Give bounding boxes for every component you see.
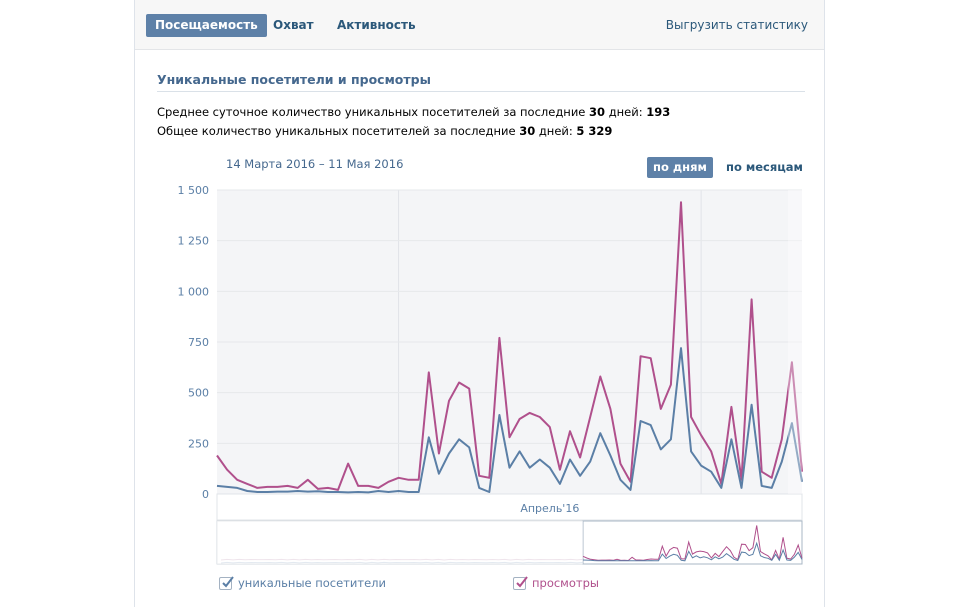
y-tick-label: 750	[188, 336, 209, 349]
series-line-visitors	[216, 347, 803, 494]
avg-daily-value: 193	[646, 105, 671, 119]
y-tick-label: 0	[202, 488, 209, 501]
tab-reach[interactable]: Охват	[273, 18, 314, 32]
legend-views-label: просмотры	[532, 576, 599, 590]
by-months-button[interactable]: по месяцам	[726, 160, 803, 174]
avg-daily-days: 30	[589, 105, 606, 119]
navigator-line-visitors	[582, 541, 803, 562]
export-statistics-link[interactable]: Выгрузить статистику	[665, 18, 808, 32]
total-text: Общее количество уникальных посетителей …	[157, 124, 520, 138]
section-divider	[157, 91, 805, 92]
visitors-checkbox[interactable]	[219, 576, 234, 590]
tab-attendance[interactable]: Посещаемость	[146, 14, 267, 37]
line-chart[interactable]: 0 250 500 750 1 000 1 250 1 500 Апрель'16	[135, 0, 824, 607]
y-tick-label: 250	[188, 437, 209, 450]
navigator-history-visitors	[220, 561, 584, 564]
avg-daily-text: Среднее суточное количество уникальных п…	[157, 105, 590, 119]
legend-visitors-label: уникальные посетители	[238, 576, 386, 590]
total-visitors-line: Общее количество уникальных посетителей …	[157, 124, 612, 138]
y-tick-label: 1 000	[178, 285, 210, 298]
total-days: 30	[519, 124, 536, 138]
views-checkbox[interactable]	[513, 576, 528, 590]
avg-daily-visitors-line: Среднее суточное количество уникальных п…	[157, 105, 670, 119]
avg-daily-middle: дней:	[605, 105, 647, 119]
x-axis-band	[216, 493, 803, 521]
y-tick-label: 500	[188, 387, 209, 400]
total-middle: дней:	[535, 124, 577, 138]
navigator-line-views	[582, 525, 803, 562]
y-tick-label: 1 500	[178, 184, 210, 197]
plot-fade	[788, 190, 802, 494]
statistics-panel: Посещаемость Охват Активность Выгрузить …	[134, 0, 825, 607]
section-title: Уникальные посетители и просмотры	[157, 72, 431, 87]
tab-activity[interactable]: Активность	[337, 18, 416, 32]
by-days-button[interactable]: по дням	[647, 157, 713, 178]
date-range-label[interactable]: 14 Марта 2016 – 11 Мая 2016	[226, 157, 404, 171]
x-month-label: Апрель'16	[520, 502, 579, 515]
stats-tab-bar: Посещаемость Охват Активность Выгрузить …	[135, 0, 824, 50]
navigator-history-views	[220, 558, 584, 561]
total-value: 5 329	[576, 124, 613, 138]
y-tick-label: 1 250	[178, 235, 210, 248]
navigator-mask	[217, 521, 583, 564]
series-line-views	[216, 201, 803, 491]
